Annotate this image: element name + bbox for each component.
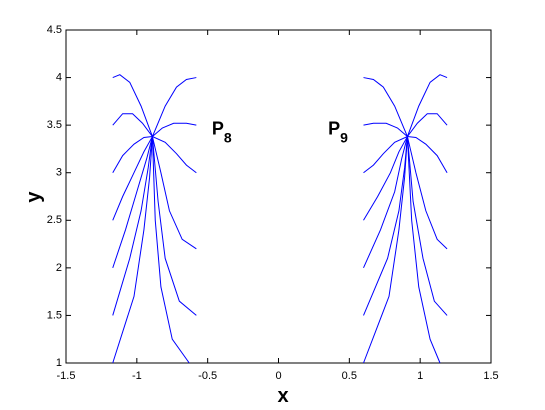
annotation-letter: P xyxy=(328,119,340,139)
y-tick-label: 4 xyxy=(56,71,62,83)
x-tick-label: -1 xyxy=(132,370,142,382)
x-tick-label: -1.5 xyxy=(57,370,76,382)
y-tick-label: 3.5 xyxy=(47,119,62,131)
y-tick-label: 4.5 xyxy=(47,24,62,36)
curve xyxy=(363,136,441,364)
annotation: P8 xyxy=(212,119,232,146)
x-tick-label: 0.5 xyxy=(342,370,357,382)
y-axis-label: y xyxy=(23,191,45,203)
y-tick-label: 2 xyxy=(56,262,62,274)
y-tick-label: 2.5 xyxy=(47,214,62,226)
curve xyxy=(363,136,408,364)
y-tick-label: 3 xyxy=(56,167,62,179)
curve xyxy=(112,136,153,364)
annotation: P9 xyxy=(328,119,348,146)
y-tick-label: 1 xyxy=(56,357,62,369)
annotation-letter: P xyxy=(212,119,224,139)
y-tick-label: 1.5 xyxy=(47,309,62,321)
annotation-subscript: 8 xyxy=(224,130,232,146)
curve xyxy=(112,136,190,364)
x-axis-label: x xyxy=(277,385,288,407)
x-tick-label: 0 xyxy=(275,370,281,382)
x-tick-label: 1.5 xyxy=(483,370,498,382)
plot-frame xyxy=(65,29,492,364)
x-tick-label: -0.5 xyxy=(198,370,217,382)
x-tick-label: 1 xyxy=(417,370,423,382)
annotation-subscript: 9 xyxy=(340,130,348,146)
